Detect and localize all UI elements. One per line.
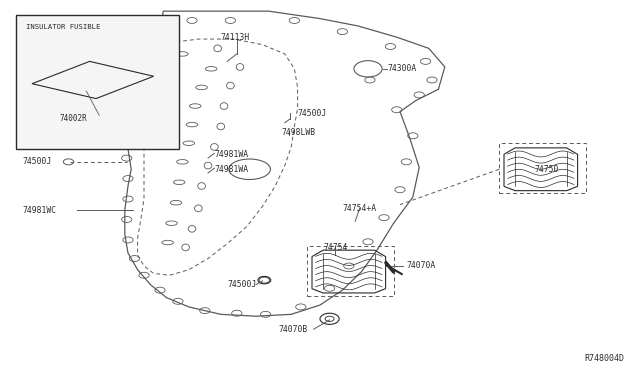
Bar [499,143,586,193]
Text: 74754: 74754 [323,243,348,252]
Text: 74750: 74750 [534,165,559,174]
Text: 74070B: 74070B [278,325,308,334]
Text: R748004D: R748004D [584,354,624,363]
Text: 74981WA: 74981WA [214,165,248,174]
Bar [16,15,179,149]
Text: 74070A: 74070A [406,262,436,270]
Text: 74981WC: 74981WC [22,206,56,215]
Bar [307,246,394,296]
Text: 74500J: 74500J [298,109,327,118]
Text: 74500J: 74500J [22,157,52,166]
Text: INSULATOR FUSIBLE: INSULATOR FUSIBLE [26,24,100,30]
Text: 74754+A: 74754+A [342,204,376,213]
Text: 74981WA: 74981WA [214,150,248,159]
Text: 74002R: 74002R [60,114,88,123]
Text: 74113H: 74113H [221,33,250,42]
Text: 74300A: 74300A [387,64,417,73]
Text: 7498LWB: 7498LWB [282,128,316,137]
Text: 74500J: 74500J [227,280,257,289]
